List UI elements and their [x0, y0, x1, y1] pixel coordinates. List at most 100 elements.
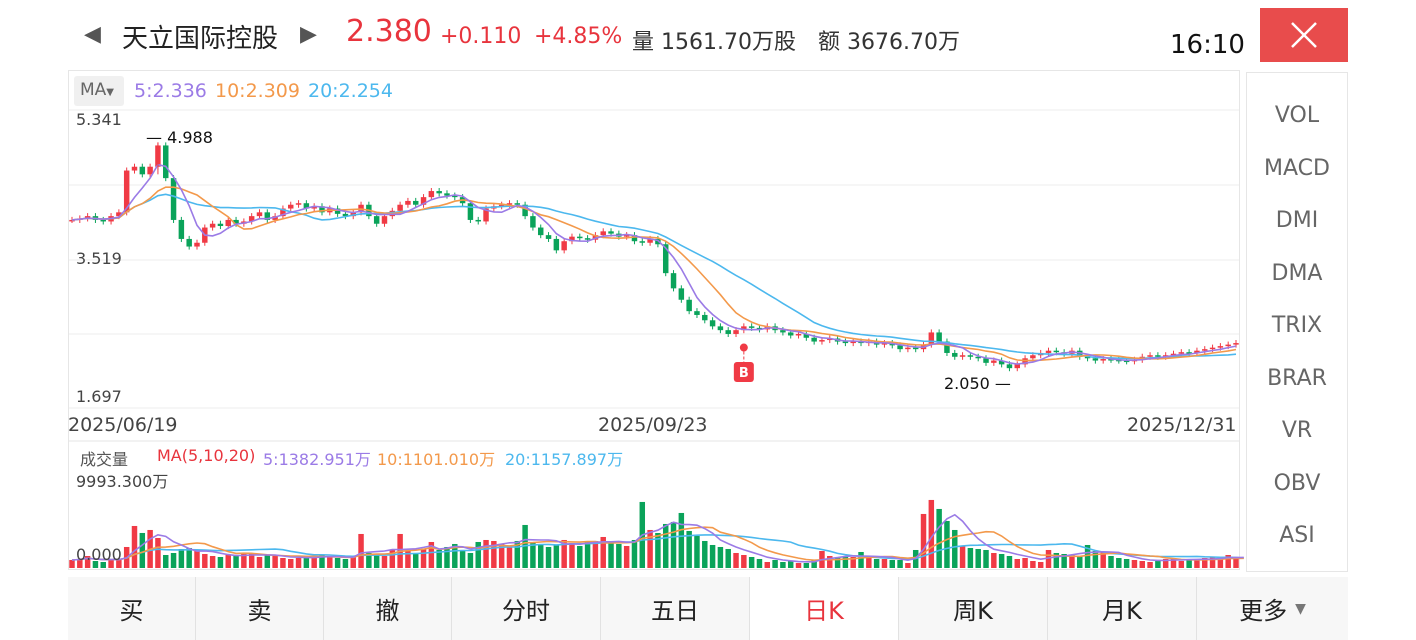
candle-body [631, 235, 638, 242]
volume-bar [866, 556, 872, 568]
volume-bar [116, 558, 122, 568]
candle-body [1217, 346, 1224, 348]
tab-buy[interactable]: 买 [68, 577, 196, 640]
candle-body [334, 208, 341, 214]
indicator-dma[interactable]: DMA [1271, 261, 1323, 286]
candle-body [217, 223, 224, 227]
volume-ma5-line [71, 513, 1244, 563]
candle-body [1202, 349, 1208, 351]
volume-bar [530, 541, 536, 568]
indicator-brar[interactable]: BRAR [1267, 366, 1327, 391]
stock-name: 天立国际控股 [122, 24, 279, 54]
indicator-dmi[interactable]: DMI [1275, 208, 1319, 233]
candle-body [436, 191, 442, 194]
price-change: +0.110 [440, 24, 522, 49]
volume-bar [202, 553, 208, 568]
candle-body [1194, 350, 1200, 353]
candle-body [467, 203, 474, 220]
tab-five-day[interactable]: 五日 [601, 577, 750, 640]
ma-selector[interactable]: MA▼ [74, 76, 124, 106]
volume-bar [803, 562, 810, 568]
volume-bar [381, 555, 388, 568]
indicator-vr[interactable]: VR [1281, 418, 1313, 443]
volume-bar [850, 556, 856, 568]
volume-bar [233, 555, 239, 568]
candle-body [959, 355, 966, 357]
candle-body [1178, 352, 1185, 354]
volume-bar [1139, 560, 1145, 568]
volume-bar [163, 554, 169, 568]
kline-chart-panel[interactable] [68, 70, 1240, 570]
indicator-trix[interactable]: TRIX [1271, 313, 1323, 338]
candle-body [233, 219, 239, 224]
ma10-value: 10:2.309 [215, 80, 300, 102]
candle-body [452, 195, 458, 198]
volume-bar [1069, 554, 1075, 568]
volume-bar [1225, 554, 1231, 568]
volume-bar [1077, 555, 1083, 568]
candle-body [147, 166, 153, 175]
volume-bar [991, 552, 997, 568]
buy-point-dot [739, 343, 748, 352]
tab-cancel[interactable]: 撤 [324, 577, 452, 640]
close-button[interactable] [1260, 8, 1348, 62]
volume-bar [616, 543, 622, 568]
next-stock-arrow-icon[interactable]: ▶ [300, 22, 317, 47]
tab-monthly-k[interactable]: 月K [1048, 577, 1197, 640]
volume-bar [428, 541, 435, 568]
volume-bar [366, 552, 372, 568]
candle-body [116, 212, 122, 217]
prev-stock-arrow-icon[interactable]: ◀ [84, 22, 101, 47]
candle-body [483, 208, 489, 222]
volume-bar [389, 549, 396, 568]
dropdown-caret-icon: ▼ [1295, 600, 1306, 617]
volume-info: 量 1561.70万股 [632, 30, 796, 55]
volume-bar [725, 548, 731, 568]
candle-body [756, 327, 763, 330]
date-label-mid: 2025/09/23 [598, 414, 708, 436]
volume-bar [1123, 558, 1130, 568]
indicator-asi[interactable]: ASI [1279, 523, 1315, 548]
high-price-value: 4.988 [167, 128, 213, 147]
candle-body [530, 216, 536, 228]
volume-bar [1155, 559, 1161, 568]
volume-bar [1209, 556, 1216, 568]
candle-body [131, 166, 138, 171]
tab-sell[interactable]: 卖 [196, 577, 324, 640]
indicator-vol[interactable]: VOL [1274, 103, 1320, 128]
volume-bar [842, 556, 849, 568]
tab-weekly-k[interactable]: 周K [899, 577, 1048, 640]
candle-body [686, 299, 692, 312]
candle-body [842, 341, 849, 344]
volume-bar [881, 558, 888, 568]
candle-body [264, 212, 271, 220]
volume-bar [373, 554, 380, 568]
volume-bar [280, 557, 286, 568]
ma20-line [71, 193, 1237, 360]
tab-daily-k-label: 日K [804, 597, 844, 625]
volume-bar [694, 535, 700, 568]
volume-bar [225, 554, 231, 568]
indicator-obv[interactable]: OBV [1273, 471, 1321, 496]
indicator-macd[interactable]: MACD [1264, 156, 1330, 181]
volume-bar [358, 533, 364, 568]
volume-bar [756, 558, 763, 568]
volume-bar [764, 561, 771, 568]
volume-bar [952, 529, 958, 568]
candle-body [1030, 355, 1036, 359]
ma20-value: 20:2.254 [308, 80, 393, 102]
tab-more[interactable]: 更多 ▼ [1197, 577, 1348, 640]
volume-bar [194, 550, 200, 568]
volume-bar [569, 542, 575, 568]
tab-daily-k[interactable]: 日K [750, 577, 899, 640]
candle-body [569, 236, 575, 242]
volume-bar [311, 555, 317, 568]
buy-marker-badge [733, 362, 754, 382]
volume-bar [741, 554, 747, 568]
volume-bar [1170, 557, 1177, 568]
volume-bar [170, 552, 177, 568]
tab-intraday[interactable]: 分时 [452, 577, 601, 640]
volume-bar [108, 559, 114, 568]
candle-body [170, 178, 177, 220]
candle-body [1084, 356, 1091, 359]
